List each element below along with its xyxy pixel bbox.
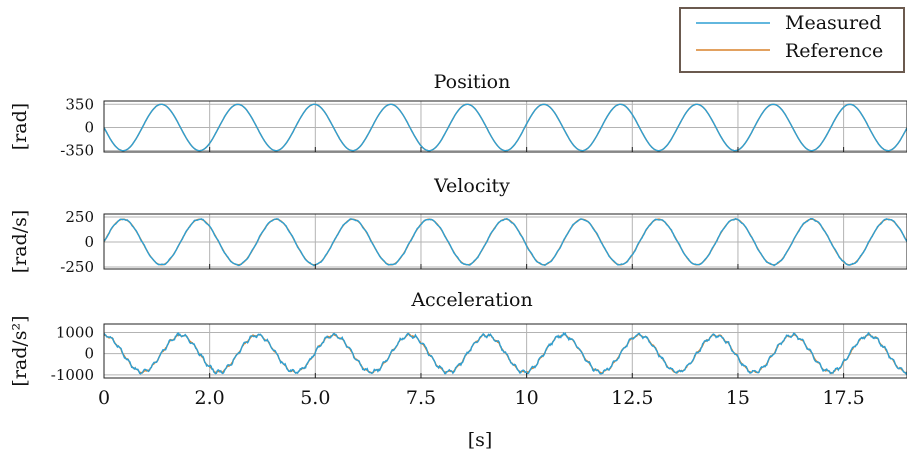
velocity-y-tick-label: 250 [65,208,94,226]
position-y-axis-label: [rad] [9,103,31,150]
x-tick-label: 17.5 [822,387,864,409]
velocity-axes-frame [103,213,907,270]
position-y-tick-label: 350 [65,95,94,113]
acceleration-title: Acceleration [410,289,532,311]
x-tick-label: 15 [726,387,750,409]
legend-frame [679,7,905,73]
legend-label-reference: Reference [785,40,883,62]
acceleration-y-axis-label: [rad/s²] [9,315,31,386]
legend: Measured Reference [679,7,905,73]
x-tick-label: 12.5 [611,387,653,409]
position-panel: Position [rad] 350 0 -350 [9,71,907,160]
x-axis: 0 2.0 5.0 7.5 10 12.5 15 17.5 [98,387,865,409]
x-tick-label: 10 [515,387,539,409]
position-axes-frame [103,100,907,153]
x-tick-label: 7.5 [406,387,436,409]
x-tick-label: 5.0 [300,387,330,409]
velocity-y-tick-label: 0 [84,233,94,251]
position-title: Position [434,71,511,93]
acceleration-series-measured [103,331,907,376]
acceleration-axes-frame [103,323,907,379]
velocity-y-tick-label: -250 [60,258,94,276]
velocity-y-axis-label: [rad/s] [9,210,31,274]
velocity-title: Velocity [433,175,510,197]
velocity-panel: Velocity [rad/s] 250 0 -250 [9,175,907,276]
x-axis-label: [s] [468,429,493,451]
acceleration-y-tick-label: 1000 [56,323,94,341]
acceleration-y-tick-label: 0 [84,345,94,363]
acceleration-panel: Acceleration [rad/s²] 1000 0 -1000 [9,289,907,387]
x-tick-label: 0 [98,387,110,409]
position-y-tick-label: 0 [84,118,94,136]
position-series-measured [103,103,907,152]
position-y-tick-label: -350 [60,142,94,160]
legend-label-measured: Measured [785,12,882,34]
velocity-series-measured [103,217,907,267]
x-tick-label: 2.0 [195,387,225,409]
acceleration-y-tick-label: -1000 [51,366,94,384]
